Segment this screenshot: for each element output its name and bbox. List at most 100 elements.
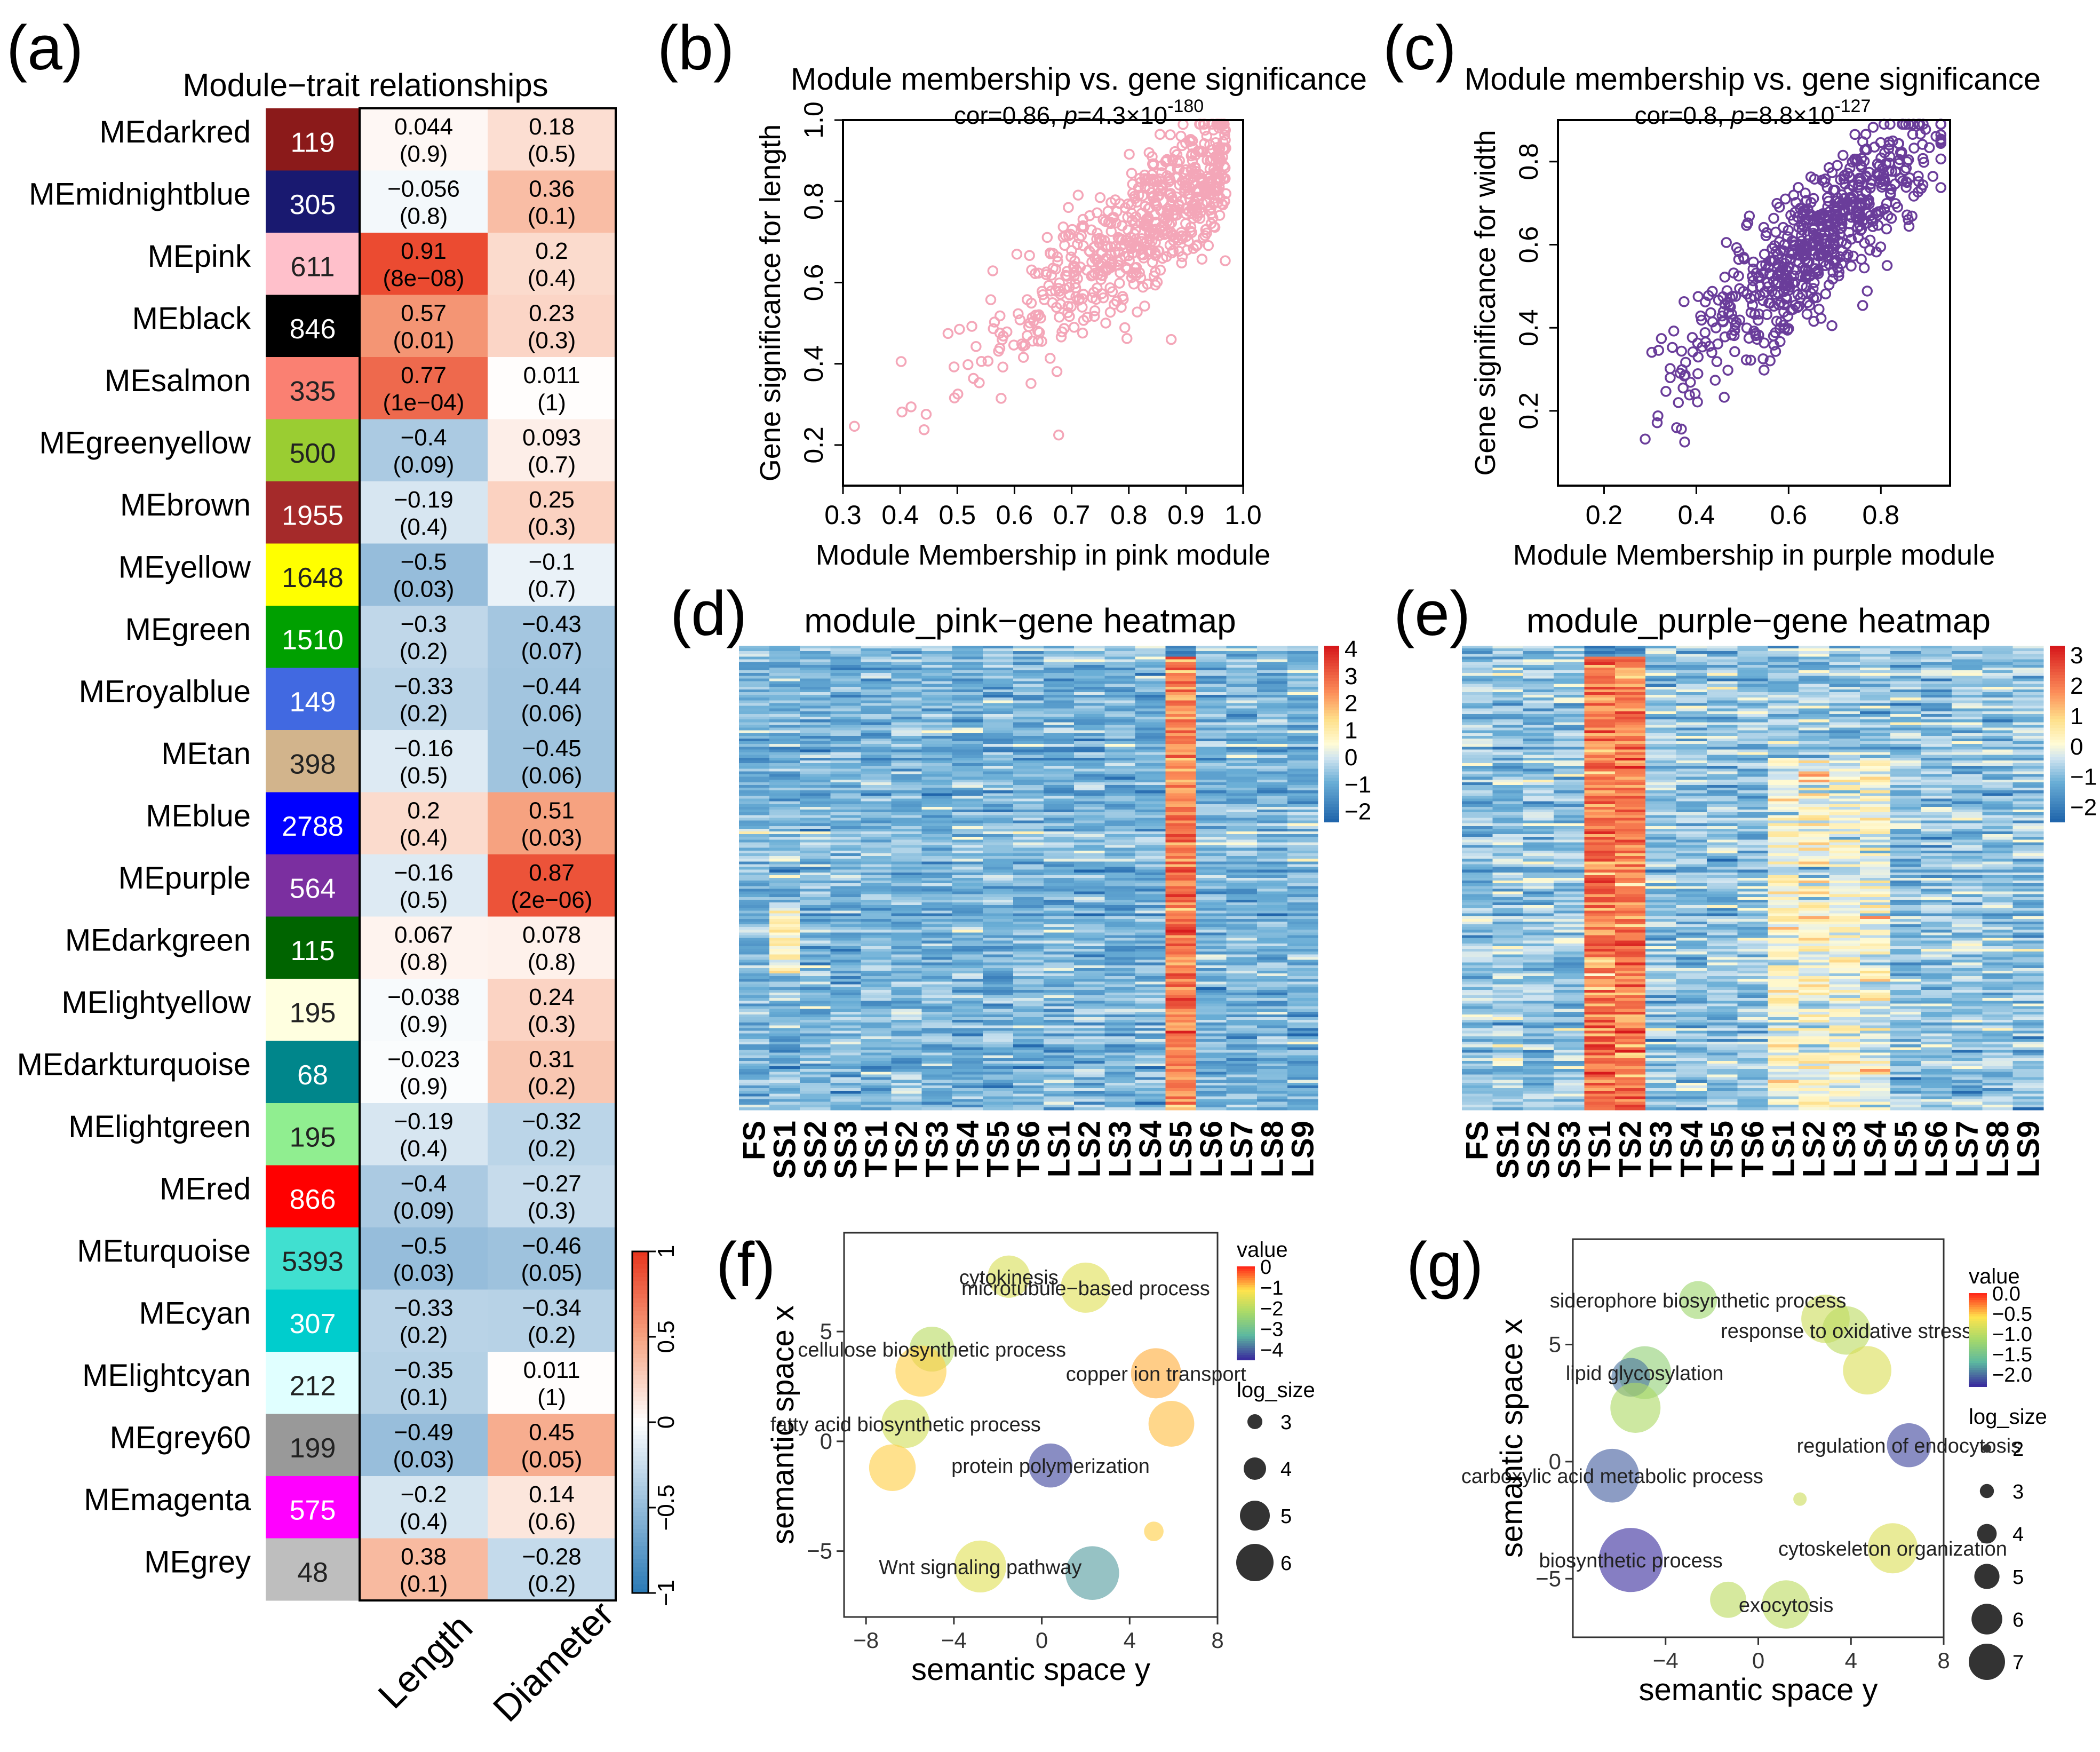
correlation-value: −0.45 <box>522 735 581 762</box>
scatter-point <box>1092 227 1103 239</box>
heatmap-cell <box>861 875 892 878</box>
heatmap-cell <box>1226 648 1258 652</box>
heatmap-cell <box>1165 995 1197 998</box>
heatmap-cell <box>800 684 831 687</box>
heatmap-cell <box>1013 760 1044 764</box>
p-value: (0.3) <box>528 1198 576 1224</box>
heatmap-cell <box>891 760 922 764</box>
heatmap-cell <box>1135 981 1166 985</box>
heatmap-cell <box>1044 776 1075 780</box>
heatmap-cell <box>1165 1074 1197 1078</box>
heatmap-cell <box>1013 768 1044 772</box>
heatmap-cell <box>739 796 770 799</box>
heatmap-cell <box>1044 952 1075 955</box>
heatmap-cell <box>1135 828 1166 832</box>
heatmap-cell <box>1044 705 1075 709</box>
scatter-point <box>1114 278 1125 289</box>
scatter-point <box>1927 171 1939 182</box>
heatmap-cell <box>769 1020 800 1023</box>
heatmap-cell <box>1044 796 1075 799</box>
scatter-point <box>1775 336 1786 347</box>
heatmap-cell <box>982 1006 1014 1010</box>
heatmap-cell <box>982 1072 1014 1075</box>
heatmap-cell <box>1104 1001 1135 1004</box>
heatmap-cell <box>1196 741 1227 744</box>
heatmap-cell <box>1013 804 1044 807</box>
heatmap-cell <box>769 741 800 744</box>
scatter-point <box>1738 251 1749 263</box>
heatmap-cell <box>891 856 922 859</box>
heatmap-cell <box>1044 735 1075 739</box>
scatter-subtitle: cor=0.86, p=4.3×10-180 <box>954 96 1204 129</box>
scatter-point <box>1770 346 1781 357</box>
heatmap-cell <box>921 779 953 783</box>
heatmap-cell <box>830 1014 862 1018</box>
heatmap-cell <box>1135 856 1166 859</box>
heatmap-cell <box>891 708 922 712</box>
heatmap-cell <box>891 897 922 900</box>
heatmap-cell <box>1013 831 1044 835</box>
heatmap-cell <box>769 1017 800 1020</box>
heatmap-cell <box>1256 774 1288 778</box>
heatmap-cell <box>982 831 1014 835</box>
scatter-point <box>1208 124 1219 136</box>
heatmap-cell <box>1013 815 1044 819</box>
colorbar-step <box>632 1512 648 1517</box>
subtitle-cor: cor=0.8, <box>1635 101 1731 129</box>
trait-column-label: Diameter <box>485 1593 622 1730</box>
heatmap-cell <box>861 681 892 685</box>
trait-cell <box>488 606 616 668</box>
heatmap-cell <box>800 940 831 944</box>
heatmap-cell <box>1196 1017 1227 1020</box>
heatmap-cell <box>769 768 800 772</box>
heatmap-cell <box>952 1044 983 1048</box>
heatmap-cell <box>1135 921 1166 925</box>
heatmap-cell <box>800 924 831 927</box>
heatmap-cell <box>830 918 862 922</box>
heatmap-cell <box>769 705 800 709</box>
scatter-point <box>1822 201 1833 212</box>
heatmap-cell <box>1287 757 1318 761</box>
heatmap-cell <box>952 1052 983 1056</box>
heatmap-cell <box>769 965 800 969</box>
heatmap-cell <box>861 989 892 993</box>
heatmap-cell <box>1165 1069 1197 1072</box>
heatmap-cell <box>1104 1006 1135 1010</box>
heatmap-cell <box>861 1091 892 1094</box>
heatmap-cell <box>1287 1001 1318 1004</box>
heatmap-cell <box>1165 1028 1197 1032</box>
heatmap-cell <box>1135 899 1166 903</box>
heatmap-cell <box>1287 1042 1318 1045</box>
heatmap-cell <box>1287 708 1318 712</box>
heatmap-cell <box>1074 960 1105 963</box>
heatmap-cell <box>1226 705 1258 709</box>
heatmap-cell <box>769 782 800 786</box>
heatmap-cell <box>861 831 892 835</box>
heatmap-cell <box>921 979 953 982</box>
scatter-point <box>1095 274 1107 285</box>
heatmap-cell <box>921 697 953 701</box>
heatmap-cell <box>891 973 922 977</box>
heatmap-cell <box>1256 714 1288 717</box>
heatmap-cell <box>1104 785 1135 788</box>
heatmap-cell <box>921 891 953 895</box>
heatmap-cell <box>830 1044 862 1048</box>
heatmap-cell <box>952 1014 983 1018</box>
heatmap-cell <box>1104 1107 1135 1111</box>
heatmap-cell <box>861 798 892 802</box>
heatmap-cell <box>1135 812 1166 815</box>
heatmap-cell <box>952 987 983 990</box>
scatter-point <box>1866 175 1878 186</box>
heatmap-cell <box>1226 921 1258 925</box>
heatmap-cell <box>1165 930 1197 933</box>
heatmap-cell <box>1104 1044 1135 1048</box>
heatmap-cell <box>769 902 800 906</box>
heatmap-cell <box>739 1091 770 1094</box>
heatmap-cell <box>1196 820 1227 824</box>
heatmap-cell <box>1256 752 1288 756</box>
heatmap-cell <box>1196 1104 1227 1108</box>
heatmap-cell <box>800 662 831 665</box>
heatmap-cell <box>1196 1038 1227 1042</box>
heatmap-cell <box>1104 725 1135 728</box>
heatmap-cell <box>1044 921 1075 925</box>
